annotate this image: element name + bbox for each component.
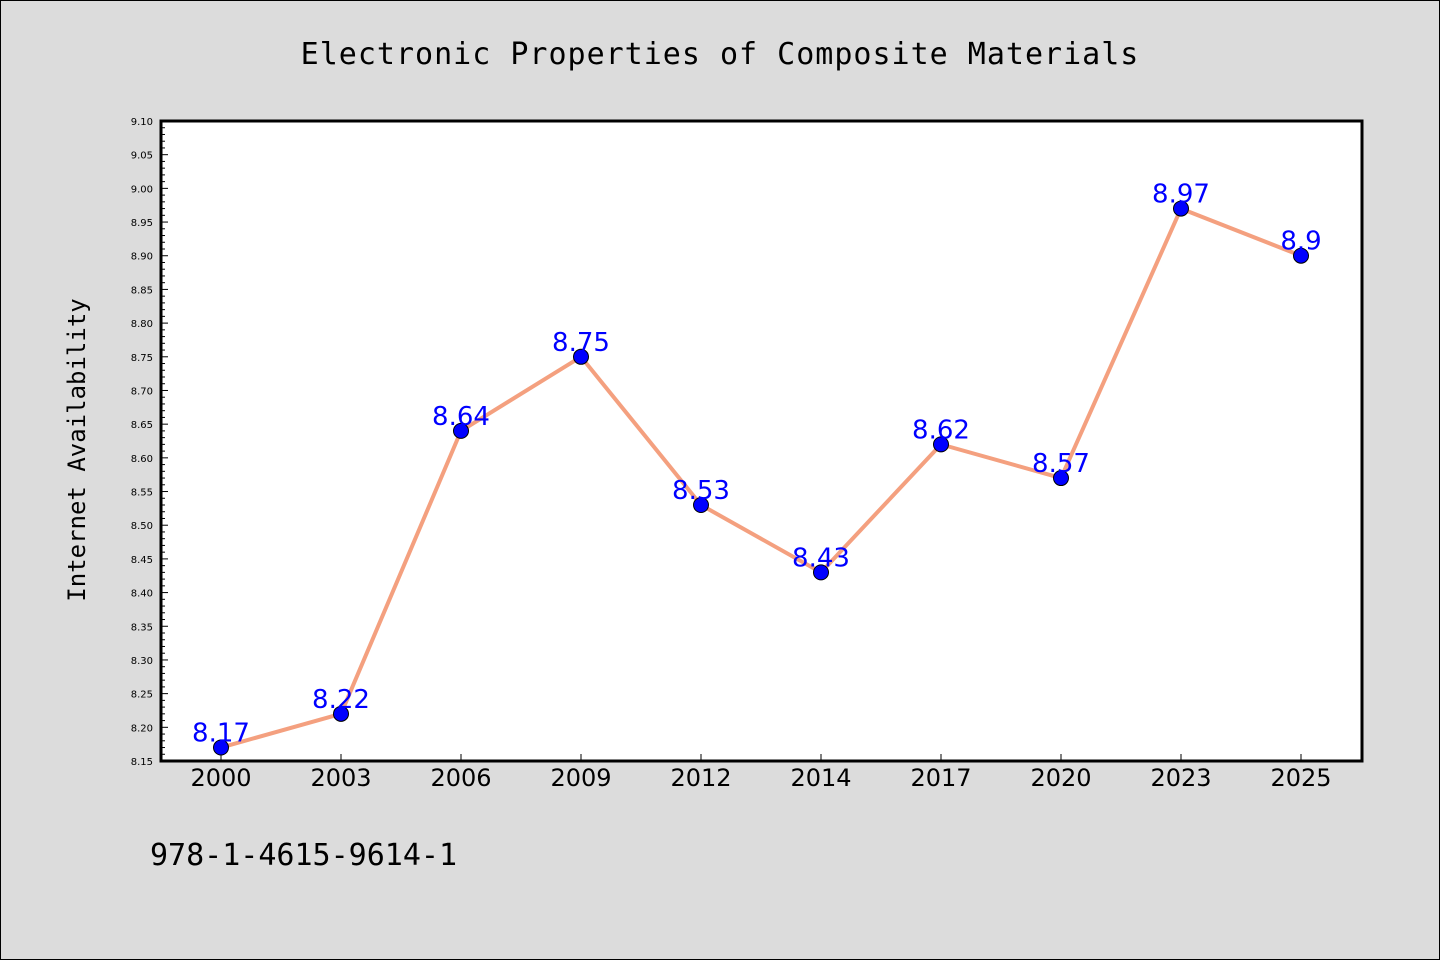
y-tick-label: 8.35: [131, 622, 153, 633]
data-point: [573, 348, 589, 365]
data-point: [933, 436, 949, 453]
y-tick-label: 8.70: [131, 386, 153, 397]
x-tick-label: 2020: [1030, 764, 1091, 792]
x-tick-label: 2023: [1150, 764, 1211, 792]
y-tick-label: 8.80: [131, 319, 153, 330]
plot-area: [159, 119, 1364, 763]
data-label: 8.22: [312, 685, 370, 715]
y-tick-label: 8.40: [131, 589, 153, 600]
y-tick-label: 8.20: [131, 723, 153, 734]
data-point: [1293, 247, 1309, 264]
y-tick-label: 8.55: [131, 488, 153, 499]
data-label: 8.62: [912, 415, 970, 445]
isbn-text: 978-1-4615-9614-1: [150, 838, 457, 873]
y-tick-label: 8.45: [131, 555, 153, 566]
data-label: 8.17: [192, 719, 250, 749]
x-tick-label: 2014: [790, 764, 851, 792]
y-tick-label: 8.65: [131, 420, 153, 431]
data-point: [1053, 470, 1069, 487]
data-label: 8.9: [1280, 227, 1321, 257]
data-point: [1173, 200, 1189, 217]
data-label: 8.57: [1032, 449, 1090, 479]
x-tick-label: 2025: [1270, 764, 1331, 792]
y-axis-label: Internet Availability: [63, 298, 91, 601]
data-point: [813, 564, 829, 581]
data-point: [693, 497, 709, 513]
y-axis: 8.15 8.20 8.25 8.30 8.35 8.40 8.45 8.50 8.55 8.60…: [131, 117, 168, 768]
y-tick-label: 8.95: [131, 218, 153, 229]
x-tick-label: 2012: [670, 764, 731, 792]
y-tick-label: 9.00: [131, 184, 153, 195]
data-label: 8.97: [1152, 180, 1210, 210]
data-point: [453, 422, 469, 439]
y-tick-label: 9.10: [131, 117, 153, 128]
x-tick-label: 2000: [190, 764, 251, 792]
chart-title: Electronic Properties of Composite Mater…: [301, 37, 1140, 72]
y-tick-label: 8.75: [131, 353, 153, 364]
data-point: [333, 705, 349, 722]
x-tick-label: 2006: [430, 764, 491, 792]
y-tick-label: 8.50: [131, 521, 153, 532]
series-line: [219, 206, 1303, 750]
data-label: 8.75: [552, 328, 610, 358]
data-label: 8.64: [432, 402, 490, 432]
x-axis: 2000 2003 2006 2009 2012 2014 2017 2020 2023 2025: [190, 754, 1332, 792]
y-tick-label: 8.85: [131, 285, 153, 296]
y-tick-label: 8.60: [131, 454, 153, 465]
y-tick-label: 8.90: [131, 252, 153, 263]
data-labels-group: 8.17 8.22 8.64 8.75 8.53 8.43 8.62 8.57 8.97 8.9: [192, 180, 1322, 749]
series-line-group: [213, 200, 1309, 756]
y-tick-label: 8.30: [131, 656, 153, 667]
y-tick-label: 8.15: [131, 757, 153, 768]
x-tick-label: 2017: [910, 764, 971, 792]
x-tick-label: 2009: [550, 764, 611, 792]
data-point: [213, 739, 229, 756]
y-tick-label: 9.05: [131, 151, 153, 162]
data-label: 8.53: [672, 476, 730, 506]
y-tick-label: 8.25: [131, 690, 153, 701]
data-label: 8.43: [792, 543, 850, 573]
x-tick-label: 2003: [310, 764, 371, 792]
